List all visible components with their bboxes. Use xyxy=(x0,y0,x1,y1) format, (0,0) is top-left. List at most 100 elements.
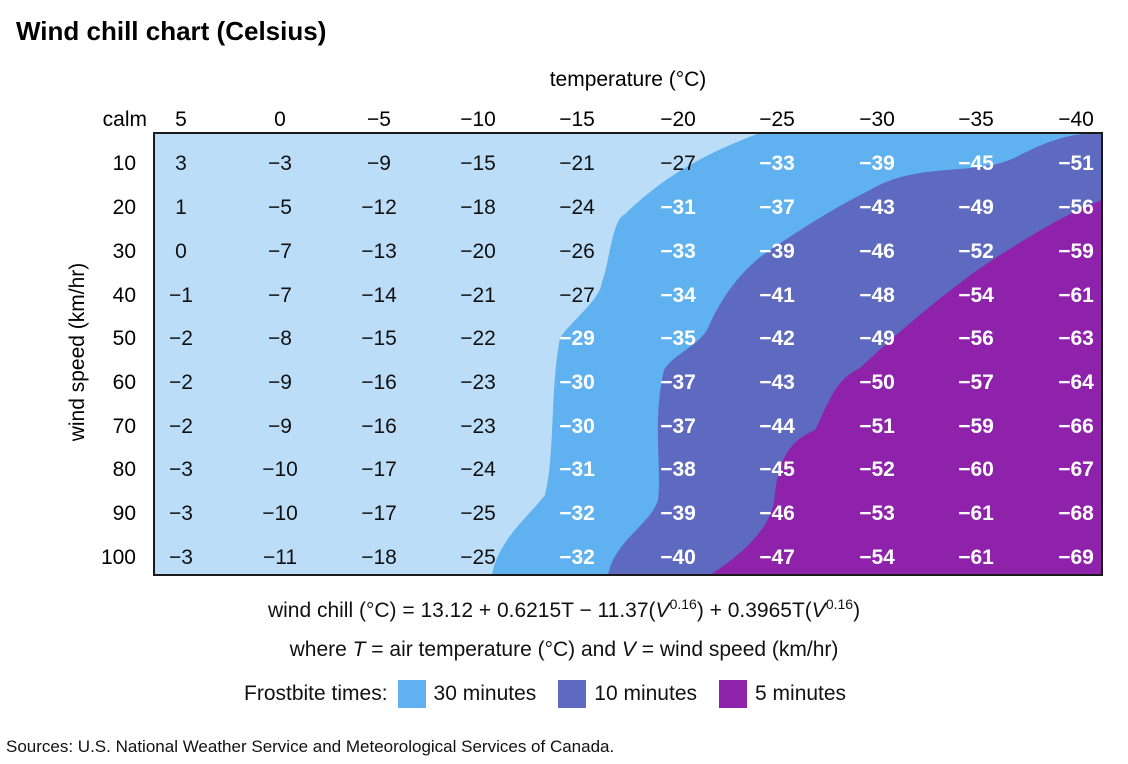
wind-chill-cell: −38 xyxy=(660,458,696,481)
wind-chill-cell: −30 xyxy=(559,371,595,394)
temperature-header: −5 xyxy=(367,108,391,131)
wind-speed-header: 60 xyxy=(113,371,136,394)
temperature-header: −40 xyxy=(1058,108,1094,131)
wind-chill-cell: −15 xyxy=(361,327,397,350)
temperature-header: −30 xyxy=(859,108,895,131)
wind-chill-cell: −49 xyxy=(958,196,994,219)
chart-title: Wind chill chart (Celsius) xyxy=(16,16,326,46)
wind-speed-header: 40 xyxy=(113,284,136,307)
wind-chill-cell: −47 xyxy=(759,546,795,569)
wind-chill-cell: −24 xyxy=(559,196,595,219)
wind-chill-cell: −3 xyxy=(169,502,193,525)
wind-chill-cell: −17 xyxy=(361,458,397,481)
legend-item-5-minutes: 5 minutes xyxy=(709,680,846,708)
wind-chill-cell: −50 xyxy=(859,371,895,394)
wind-chill-cell: −61 xyxy=(958,502,994,525)
legend-swatch-10-minutes xyxy=(558,680,587,708)
legend-swatch-30-minutes xyxy=(397,680,426,708)
wind-chill-cell: −41 xyxy=(759,284,795,307)
wind-chill-cell: −63 xyxy=(1058,327,1094,350)
wind-speed-header: 100 xyxy=(101,546,136,569)
x-axis-label: temperature (°C) xyxy=(550,68,707,91)
legend-item-30-minutes: 30 minutes xyxy=(388,680,536,708)
wind-chill-cell: −33 xyxy=(759,152,795,175)
wind-chill-cell: −14 xyxy=(361,284,397,307)
temperature-header: 5 xyxy=(175,108,187,131)
wind-chill-cell: −52 xyxy=(958,240,994,263)
wind-chill-cell: −27 xyxy=(660,152,696,175)
wind-chill-cell: −45 xyxy=(759,458,795,481)
wind-chill-cell: −10 xyxy=(262,458,298,481)
wind-chill-cell: −9 xyxy=(268,415,292,438)
wind-chill-cell: 1 xyxy=(175,196,187,219)
wind-chill-cell: −60 xyxy=(958,458,994,481)
wind-speed-header: 90 xyxy=(113,502,136,525)
wind-chill-cell: −40 xyxy=(660,546,696,569)
source-note: Sources: U.S. National Weather Service a… xyxy=(6,737,615,756)
wind-chill-cell: −67 xyxy=(1058,458,1094,481)
wind-chill-cell: −49 xyxy=(859,327,895,350)
wind-chill-cell: −1 xyxy=(169,284,193,307)
legend-text-10-minutes: 10 minutes xyxy=(594,682,698,705)
formula-line-2: where T = air temperature (°C) and V = w… xyxy=(0,638,1128,662)
wind-chill-cell: −37 xyxy=(759,196,795,219)
wind-chill-cell: −43 xyxy=(859,196,895,219)
wind-chill-cell: −2 xyxy=(169,327,193,350)
wind-chill-cell: −35 xyxy=(660,327,696,350)
wind-chill-cell: −10 xyxy=(262,502,298,525)
wind-chill-cell: −46 xyxy=(859,240,895,263)
wind-chill-cell: −51 xyxy=(859,415,895,438)
wind-chill-cell: −57 xyxy=(958,371,994,394)
wind-speed-header: 30 xyxy=(113,240,136,263)
wind-chill-cell: −23 xyxy=(460,371,496,394)
wind-chill-cell: −52 xyxy=(859,458,895,481)
wind-chill-cell: −68 xyxy=(1058,502,1094,525)
wind-speed-header: 70 xyxy=(113,415,136,438)
legend-swatch-5-minutes xyxy=(719,680,748,708)
wind-chill-cell: −3 xyxy=(169,546,193,569)
wind-chill-cell: −24 xyxy=(460,458,496,481)
wind-chill-cell: −2 xyxy=(169,371,193,394)
wind-chill-cell: −56 xyxy=(958,327,994,350)
wind-chill-cell: −8 xyxy=(268,327,292,350)
zone-5-minutes xyxy=(710,200,1102,575)
calm-label: calm xyxy=(103,108,147,131)
legend-text-5-minutes: 5 minutes xyxy=(755,682,847,705)
wind-chill-cell: −45 xyxy=(958,152,994,175)
formula-definitions: where T = air temperature (°C) and V = w… xyxy=(289,638,839,661)
wind-chill-cell: −12 xyxy=(361,196,397,219)
y-axis-label: wind speed (km/hr) xyxy=(66,263,89,443)
frostbite-legend: Frostbite times: 30 minutes 10 minutes 5… xyxy=(244,680,858,708)
wind-chill-cell: −53 xyxy=(859,502,895,525)
wind-chill-cell: −29 xyxy=(559,327,595,350)
wind-chill-cell: −5 xyxy=(268,196,292,219)
wind-chill-cell: −7 xyxy=(268,240,292,263)
wind-chill-cell: −69 xyxy=(1058,546,1094,569)
wind-chill-cell: −37 xyxy=(660,415,696,438)
wind-chill-cell: −18 xyxy=(361,546,397,569)
wind-chill-cell: 0 xyxy=(175,240,187,263)
wind-chill-cell: −27 xyxy=(559,284,595,307)
wind-chill-cell: 3 xyxy=(175,152,187,175)
wind-chill-cell: −32 xyxy=(559,502,595,525)
wind-chill-cell: −48 xyxy=(859,284,895,307)
wind-chill-cell: −18 xyxy=(460,196,496,219)
wind-speed-headers: 10 20 30 40 50 60 70 80 90 100 xyxy=(101,152,136,569)
wind-chill-cell: −34 xyxy=(660,284,696,307)
wind-chill-values: 3 −3 −9 −15 −21 −27 −33 −39 −45 −51 1 −5 −12 −18 −24 −3… xyxy=(169,152,1094,569)
wind-chill-cell: −7 xyxy=(268,284,292,307)
temperature-headers: 5 0 −5 −10 −15 −20 −25 −30 −35 −40 xyxy=(175,108,1094,131)
wind-chill-cell: −37 xyxy=(660,371,696,394)
wind-chill-cell: −54 xyxy=(958,284,994,307)
wind-chill-cell: −17 xyxy=(361,502,397,525)
temperature-header: 0 xyxy=(274,108,286,131)
wind-chill-cell: −54 xyxy=(859,546,895,569)
wind-chill-cell: −51 xyxy=(1058,152,1094,175)
wind-chill-cell: −61 xyxy=(958,546,994,569)
temperature-header: −10 xyxy=(460,108,496,131)
wind-chill-cell: −32 xyxy=(559,546,595,569)
wind-speed-header: 10 xyxy=(113,152,136,175)
wind-chill-cell: −3 xyxy=(268,152,292,175)
wind-chill-cell: −66 xyxy=(1058,415,1094,438)
temperature-header: −15 xyxy=(559,108,595,131)
